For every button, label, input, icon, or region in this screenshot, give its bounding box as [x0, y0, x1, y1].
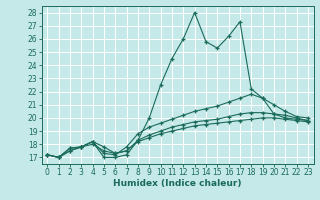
X-axis label: Humidex (Indice chaleur): Humidex (Indice chaleur)	[113, 179, 242, 188]
